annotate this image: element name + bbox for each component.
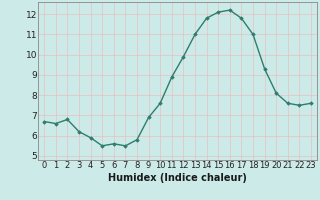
X-axis label: Humidex (Indice chaleur): Humidex (Indice chaleur): [108, 173, 247, 183]
